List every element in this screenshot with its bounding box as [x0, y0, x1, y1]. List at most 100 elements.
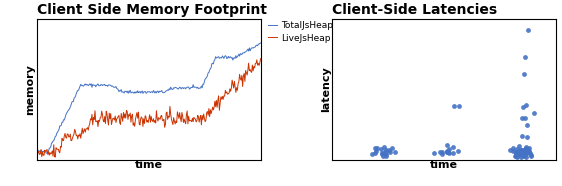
Point — [514, 149, 523, 152]
Point — [520, 152, 529, 155]
Point — [520, 56, 529, 59]
Point — [522, 145, 531, 148]
Point — [437, 151, 446, 154]
Point — [448, 152, 457, 155]
Point — [373, 146, 382, 149]
Point — [513, 155, 522, 158]
Point — [511, 152, 520, 155]
LiveJsHeap — [257, 58, 264, 60]
Point — [515, 153, 524, 155]
Point — [516, 149, 525, 152]
Point — [443, 150, 452, 153]
Point — [367, 153, 376, 156]
Point — [512, 152, 521, 155]
Point — [382, 149, 391, 152]
Point — [381, 154, 390, 157]
Point — [524, 149, 533, 152]
Point — [379, 145, 388, 148]
TotalJsHeap — [33, 150, 40, 152]
LiveJsHeap — [166, 105, 173, 108]
TotalJsHeap — [257, 42, 264, 44]
Point — [527, 153, 536, 156]
Line: TotalJsHeap: TotalJsHeap — [37, 43, 261, 153]
Point — [516, 150, 525, 153]
Point — [516, 151, 525, 154]
Point — [450, 104, 459, 107]
TotalJsHeap — [171, 87, 178, 89]
Point — [524, 150, 533, 153]
Point — [386, 150, 395, 153]
Point — [527, 154, 536, 157]
Legend: TotalJsHeap, LiveJsHeap: TotalJsHeap, LiveJsHeap — [268, 20, 334, 44]
Point — [455, 104, 464, 107]
Point — [378, 151, 387, 154]
Point — [517, 153, 526, 156]
Point — [505, 149, 514, 152]
Point — [512, 153, 521, 155]
Point — [443, 150, 452, 153]
Point — [377, 147, 386, 150]
LiveJsHeap — [222, 89, 229, 91]
Point — [449, 145, 458, 148]
Y-axis label: latency: latency — [321, 66, 331, 112]
Point — [379, 154, 388, 157]
Point — [378, 153, 387, 156]
Point — [522, 151, 531, 154]
Point — [516, 156, 525, 159]
Point — [508, 147, 517, 150]
Point — [513, 150, 522, 153]
Point — [518, 116, 527, 119]
Point — [388, 147, 397, 150]
Point — [370, 151, 379, 154]
Point — [516, 149, 525, 152]
X-axis label: time: time — [430, 160, 459, 170]
TotalJsHeap — [167, 86, 174, 88]
Point — [429, 152, 438, 155]
Point — [529, 112, 538, 115]
X-axis label: time: time — [134, 160, 162, 170]
Point — [524, 147, 533, 150]
Point — [512, 154, 521, 157]
Y-axis label: memory: memory — [25, 64, 35, 115]
Point — [443, 150, 452, 153]
Text: Client-Side Latencies: Client-Side Latencies — [332, 3, 497, 17]
Point — [454, 150, 463, 153]
TotalJsHeap — [223, 55, 229, 58]
Point — [523, 136, 532, 139]
Point — [521, 116, 530, 119]
Point — [523, 150, 532, 153]
Point — [372, 150, 381, 153]
Point — [521, 104, 530, 107]
Point — [437, 153, 446, 156]
LiveJsHeap — [166, 116, 173, 118]
Point — [515, 145, 524, 148]
Point — [371, 146, 380, 149]
Point — [521, 147, 530, 150]
Point — [520, 154, 529, 157]
LiveJsHeap — [170, 116, 177, 119]
Point — [522, 153, 531, 156]
Point — [443, 150, 452, 153]
LiveJsHeap — [236, 73, 243, 75]
Point — [436, 150, 445, 153]
Point — [525, 152, 534, 155]
TotalJsHeap — [43, 152, 49, 154]
Point — [524, 28, 533, 31]
Point — [445, 147, 454, 150]
Point — [391, 150, 400, 153]
LiveJsHeap — [33, 156, 40, 158]
LiveJsHeap — [34, 155, 40, 158]
Point — [518, 134, 527, 137]
Point — [382, 152, 391, 155]
Point — [442, 144, 451, 147]
Point — [511, 154, 520, 157]
Point — [508, 150, 517, 153]
Text: Client Side Memory Footprint: Client Side Memory Footprint — [37, 3, 266, 17]
Point — [522, 150, 531, 153]
Point — [516, 152, 525, 155]
Point — [519, 150, 528, 153]
Point — [518, 149, 527, 152]
Point — [444, 152, 453, 155]
Point — [381, 150, 390, 153]
Point — [385, 149, 394, 152]
